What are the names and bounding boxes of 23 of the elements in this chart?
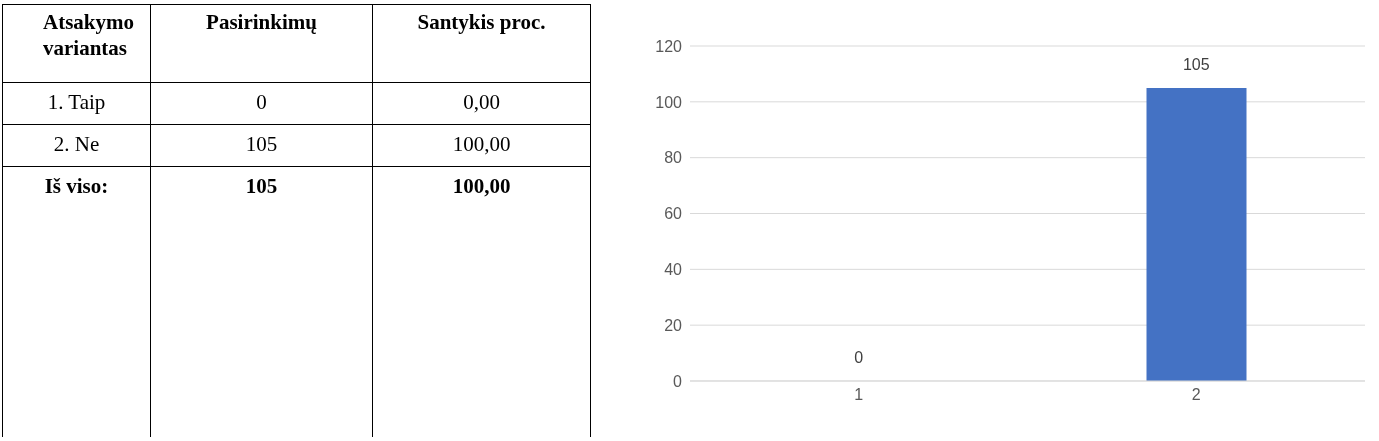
y-tick-label: 80: [664, 149, 683, 167]
text: Pasirinkimų: [150, 4, 373, 83]
data-label: 0: [854, 349, 864, 366]
y-tick-label: 40: [664, 261, 683, 279]
y-tick-label: 20: [664, 316, 683, 334]
text: 100,00: [372, 166, 591, 437]
y-tick-label: 0: [673, 372, 683, 390]
y-tick-label: 120: [655, 37, 683, 55]
text: 100,00: [372, 124, 591, 167]
x-tick-label: 1: [854, 386, 864, 404]
text: 105: [150, 124, 373, 167]
y-tick-label: 100: [655, 93, 683, 111]
text: 0: [150, 82, 373, 125]
text: Iš viso:: [2, 166, 151, 437]
text: 0,00: [372, 82, 591, 125]
text: Atsakymo variantas: [2, 4, 151, 83]
text: 105: [150, 166, 373, 437]
data-label: 105: [1182, 55, 1210, 73]
y-tick-label: 60: [664, 205, 683, 223]
text: 1. Taip: [2, 82, 151, 125]
text: Santykis proc.: [372, 4, 591, 83]
x-tick-label: 2: [1191, 386, 1201, 404]
text: 2. Ne: [2, 124, 151, 167]
